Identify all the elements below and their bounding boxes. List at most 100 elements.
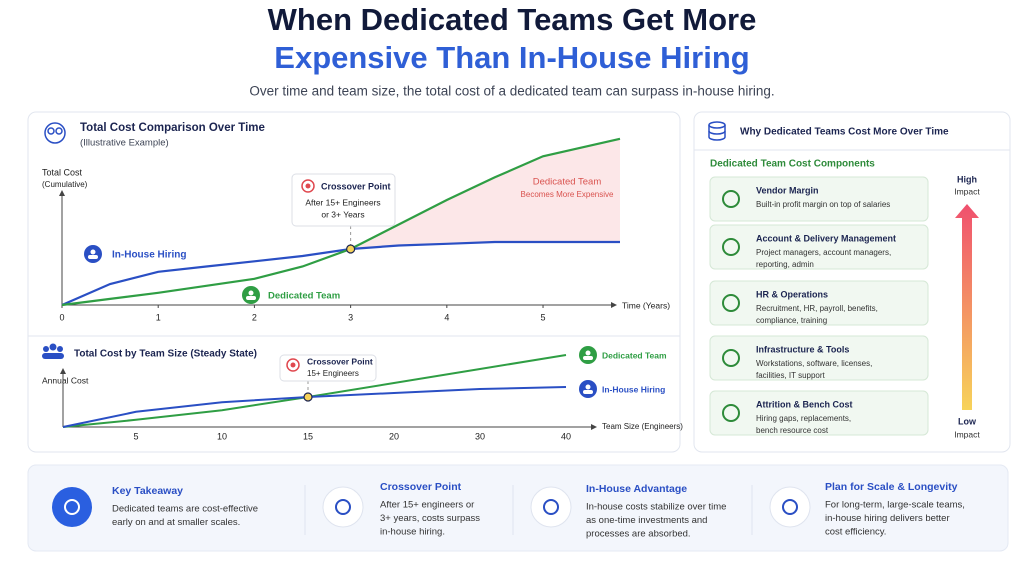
line-series — [61, 240, 620, 307]
x-axis-label: Time (Years) — [622, 300, 670, 310]
x-tick-label: 40 — [561, 431, 571, 441]
series-icon — [248, 290, 254, 296]
takeaway-title: Plan for Scale & Longevity — [825, 481, 958, 493]
annotation-title: Crossover Point — [321, 181, 391, 191]
impact-arrow — [955, 204, 979, 410]
component-text: compliance, training — [756, 316, 827, 325]
crossover-marker — [346, 244, 356, 254]
series-icon — [585, 384, 591, 390]
component-title: Account & Delivery Management — [756, 233, 896, 243]
takeaway-icon — [530, 486, 572, 528]
takeaway-text: cost efficiency. — [825, 527, 886, 538]
series-icon — [90, 249, 96, 255]
series-icon — [583, 356, 593, 360]
target-icon — [286, 358, 300, 372]
component-icon — [722, 190, 740, 208]
takeaway-text: in-house hiring. — [380, 527, 445, 538]
component-icon — [722, 294, 740, 312]
series-icon — [246, 296, 256, 300]
component-text: bench resource cost — [756, 426, 829, 435]
scale-label: Impact — [954, 186, 980, 196]
line-series — [61, 137, 621, 307]
chart-title: Total Cost by Team Size (Steady State) — [74, 349, 257, 360]
component-text: Recruitment, HR, payroll, benefits, — [756, 304, 878, 313]
y-axis-label: (Cumulative) — [42, 180, 88, 189]
title: When Dedicated Teams Get More — [268, 2, 757, 37]
takeaway-text: processes are absorbed. — [586, 529, 691, 540]
component-text: facilities, IT support — [756, 371, 826, 380]
takeaway-text: Dedicated teams are cost-effective — [112, 504, 258, 515]
title: Expensive Than In-House Hiring — [274, 40, 749, 75]
x-tick-label: 4 — [444, 312, 449, 322]
takeaway-text: early on and at smaller scales. — [112, 517, 240, 528]
takeaway-glyph — [64, 499, 80, 515]
series-label: Dedicated Team — [268, 291, 340, 302]
component-text: reporting, admin — [756, 260, 814, 269]
component-icon — [722, 404, 740, 422]
series-icon — [88, 255, 98, 259]
database-icon — [708, 121, 726, 141]
component-title: Attrition & Bench Cost — [756, 399, 853, 409]
annotation-text: or 3+ Years — [321, 209, 364, 219]
annotation-box — [279, 354, 377, 382]
x-tick-label: 30 — [475, 431, 485, 441]
scale-label: Low — [958, 416, 977, 426]
takeaway-text: in-house hiring delivers better — [825, 513, 950, 524]
component-card — [709, 390, 929, 436]
x-tick-label: 15 — [303, 431, 313, 441]
target-icon — [305, 183, 311, 189]
takeaway-text: For long-term, large-scale teams, — [825, 500, 965, 511]
chart-icon — [44, 122, 66, 144]
component-text: Project managers, account managers, — [756, 248, 891, 257]
takeaway-title: Crossover Point — [380, 481, 462, 493]
y-axis-label: Total Cost — [42, 167, 83, 177]
x-tick-label: 3 — [348, 312, 353, 322]
annotation-title: Crossover Point — [307, 356, 373, 366]
annotation-box — [291, 173, 396, 227]
component-icon — [722, 349, 740, 367]
legend-label: Dedicated Team — [602, 350, 667, 360]
component-card — [709, 224, 929, 270]
x-tick-label: 0 — [59, 312, 64, 322]
annotation-text: 15+ Engineers — [307, 369, 359, 378]
panel-subtitle: Dedicated Team Cost Components — [710, 159, 875, 170]
component-text: Built-in profit margin on top of salarie… — [756, 200, 890, 209]
crossover-marker — [303, 392, 313, 402]
component-title: Vendor Margin — [756, 185, 819, 195]
region-label: Becomes More Expensive — [521, 190, 614, 199]
component-text: Workstations, software, licenses, — [756, 359, 872, 368]
shaded-region — [350, 138, 620, 249]
takeaway-panel — [27, 464, 1009, 552]
series-icon — [585, 350, 591, 356]
annotation-text: After 15+ Engineers — [305, 197, 380, 207]
takeaway-text: After 15+ engineers or — [380, 500, 474, 511]
component-icon — [722, 238, 740, 256]
panel-title: Why Dedicated Teams Cost More Over Time — [740, 127, 949, 138]
x-tick-label: 20 — [389, 431, 399, 441]
x-tick-label: 10 — [217, 431, 227, 441]
takeaway-icon — [769, 486, 811, 528]
component-title: Infrastructure & Tools — [756, 344, 849, 354]
takeaway-title: Key Takeaway — [112, 485, 183, 497]
region-label: Dedicated Team — [533, 177, 602, 188]
takeaway-text: as one-time investments and — [586, 515, 707, 526]
component-title: HR & Operations — [756, 289, 828, 299]
subtitle: Over time and team size, the total cost … — [249, 84, 774, 99]
series-icon — [583, 390, 593, 394]
chart-subtitle: (Illustrative Example) — [80, 138, 169, 149]
target-icon — [301, 179, 315, 193]
component-card — [709, 335, 929, 381]
team-icon — [42, 343, 64, 359]
x-tick-label: 1 — [156, 312, 161, 322]
takeaway-icon — [322, 486, 364, 528]
takeaway-glyph — [543, 499, 559, 515]
scale-label: Impact — [954, 429, 980, 439]
legend-label: In-House Hiring — [602, 384, 665, 394]
takeaway-text: 3+ years, costs surpass — [380, 513, 480, 524]
takeaway-title: In-House Advantage — [586, 483, 687, 495]
component-card — [709, 280, 929, 326]
takeaway-icon — [52, 487, 92, 527]
